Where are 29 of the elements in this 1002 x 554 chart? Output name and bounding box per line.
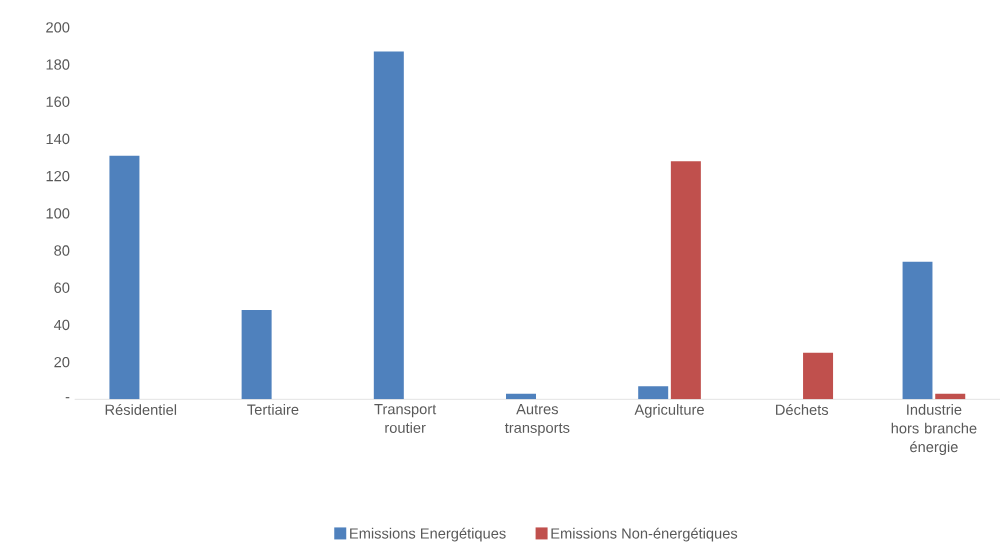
bar (241, 310, 272, 400)
y-tick-label: 40 (53, 319, 70, 331)
bar (803, 352, 834, 400)
x-tick-label: Transport routier (374, 404, 437, 433)
y-tick-label: 20 (54, 356, 70, 368)
x-tick-label: Industrie hors branche énergie (891, 404, 977, 456)
x-tick-label: Déchets (776, 404, 829, 415)
bar (935, 393, 966, 400)
legend-label: Emissions Non-énergétiques (551, 527, 738, 542)
bar (506, 393, 536, 400)
y-tick-label: 120 (46, 170, 70, 182)
bar (109, 155, 140, 400)
y-tick-label: 60 (54, 282, 70, 293)
x-tick-label: Tertiaire (247, 404, 299, 415)
y-tick-label: 200 (46, 22, 70, 33)
y-tick-label: 80 (54, 245, 70, 256)
x-tick-label: Résidentiel (105, 404, 177, 415)
y-tick-label: 160 (46, 96, 70, 107)
y-tick-label: - (65, 397, 70, 399)
x-tick-label: Agriculture (634, 404, 704, 418)
bar (902, 261, 933, 400)
y-tick-label: 180 (46, 59, 70, 70)
bar (670, 161, 701, 400)
legend-label: Emissions Energétiques (350, 527, 506, 542)
y-tick-label: 100 (46, 208, 70, 219)
y-tick-label: 140 (46, 133, 70, 145)
bar (638, 386, 669, 400)
x-tick-label: Autres transports (504, 404, 570, 436)
bar (373, 51, 404, 400)
